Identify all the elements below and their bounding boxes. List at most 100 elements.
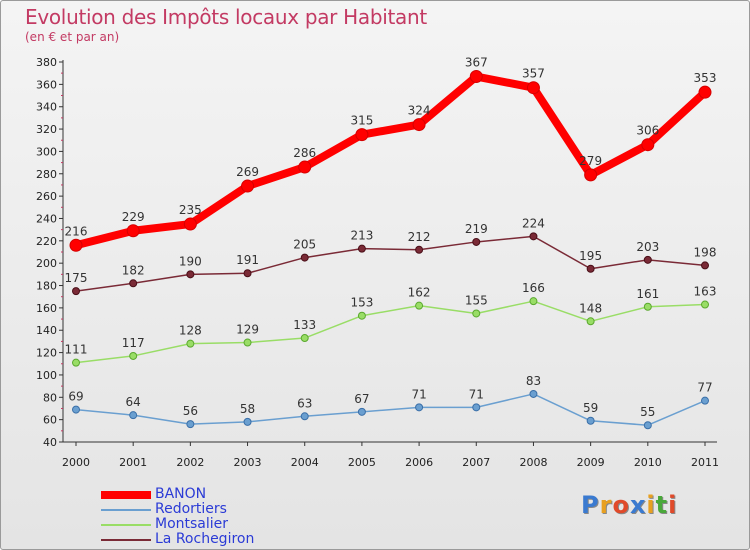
axes: 40 60 80 100 120 140 160 180 200 220 240 260 280 300 3… (36, 56, 719, 469)
data-point (643, 421, 652, 430)
y-tick-label: 340 (36, 101, 57, 114)
legend-label: Montsalier (155, 516, 229, 532)
x-tick-label: 2010 (634, 456, 662, 469)
series-line (75, 72, 708, 250)
data-label: 111 (65, 343, 88, 357)
legend-item: Montsalier (101, 517, 254, 532)
data-point (241, 179, 255, 193)
series-montsalier: 111 117 128 129 133 153 162 155 166 148 161 163 (65, 281, 716, 367)
data-label: 148 (579, 301, 602, 315)
y-tick-label: 260 (36, 190, 57, 203)
legend-swatch (101, 538, 151, 541)
y-tick-label: 200 (36, 257, 57, 270)
y-tick-label: 160 (36, 302, 57, 315)
data-point (415, 301, 424, 310)
data-point (643, 255, 652, 264)
y-tick-label: 300 (36, 145, 57, 158)
y-tick-label: 60 (43, 414, 57, 427)
data-point (357, 311, 366, 320)
x-tick-label: 2000 (62, 456, 90, 469)
data-label: 203 (636, 240, 659, 254)
data-point (529, 389, 538, 398)
data-point (186, 270, 195, 279)
data-label: 195 (579, 249, 602, 263)
series-banon: 216 229 235 269 286 315 324 367 357 279 306 353 (65, 56, 717, 252)
data-label: 324 (408, 104, 431, 118)
data-label: 286 (293, 146, 316, 160)
x-tick-label: 2009 (577, 456, 605, 469)
y-tick-label: 280 (36, 168, 57, 181)
data-point (586, 317, 595, 326)
data-label: 367 (465, 56, 488, 70)
data-label: 224 (522, 216, 545, 230)
x-tick-label: 2002 (176, 456, 204, 469)
data-label: 58 (240, 402, 255, 416)
data-label: 279 (579, 154, 602, 168)
data-point (186, 420, 195, 429)
data-label: 213 (350, 229, 373, 243)
data-label: 69 (68, 390, 83, 404)
data-label: 205 (293, 238, 316, 252)
y-tick-label: 360 (36, 78, 57, 91)
data-point (472, 309, 481, 318)
data-label: 212 (408, 230, 431, 244)
data-label: 229 (122, 210, 145, 224)
data-label: 56 (183, 404, 198, 418)
data-point (415, 245, 424, 254)
data-point (300, 334, 309, 343)
data-point (298, 160, 312, 174)
data-point (701, 300, 709, 309)
data-point (641, 138, 655, 152)
x-tick-label: 2001 (119, 456, 147, 469)
legend-swatch (101, 523, 151, 526)
data-label: 190 (179, 254, 202, 268)
data-point (469, 70, 483, 84)
data-label: 117 (122, 336, 145, 350)
data-label: 269 (236, 165, 259, 179)
data-label: 166 (522, 281, 545, 295)
data-label: 306 (636, 124, 659, 138)
data-point (701, 396, 709, 405)
logo-letter: P (581, 491, 600, 519)
data-point (355, 128, 369, 142)
series-line (75, 235, 706, 292)
data-point (186, 339, 195, 348)
data-label: 63 (297, 396, 312, 410)
data-point (357, 407, 366, 416)
data-label: 219 (465, 222, 488, 236)
data-point (243, 338, 252, 347)
data-point (129, 411, 138, 420)
data-point (72, 287, 80, 296)
y-tick-label: 220 (36, 235, 57, 248)
logo-letter: r (599, 491, 613, 519)
data-point (243, 269, 252, 278)
x-tick-label: 2007 (462, 456, 490, 469)
data-point (412, 118, 426, 132)
data-label: 59 (583, 401, 598, 415)
series-line (75, 300, 706, 364)
x-tick-label: 2005 (348, 456, 376, 469)
data-point (357, 244, 366, 253)
data-point (300, 253, 309, 262)
data-label: 235 (179, 203, 202, 217)
data-point (529, 232, 538, 241)
data-label: 128 (179, 324, 202, 338)
series-la-rochegiron: 175 182 190 191 205 213 212 219 224 195 203 198 (65, 216, 716, 296)
data-point (472, 403, 481, 412)
data-label: 133 (293, 318, 316, 332)
chart-subtitle: (en € et par an) (25, 30, 120, 44)
legend-label: Redortiers (155, 501, 227, 517)
x-tick-label: 2004 (291, 456, 319, 469)
data-label: 353 (694, 71, 717, 85)
data-label: 153 (350, 296, 373, 310)
data-label: 182 (122, 263, 145, 277)
series-line (75, 393, 706, 426)
data-label: 155 (465, 293, 488, 307)
data-point (526, 81, 540, 95)
data-label: 129 (236, 323, 259, 337)
data-label: 357 (522, 67, 545, 81)
data-label: 161 (636, 287, 659, 301)
